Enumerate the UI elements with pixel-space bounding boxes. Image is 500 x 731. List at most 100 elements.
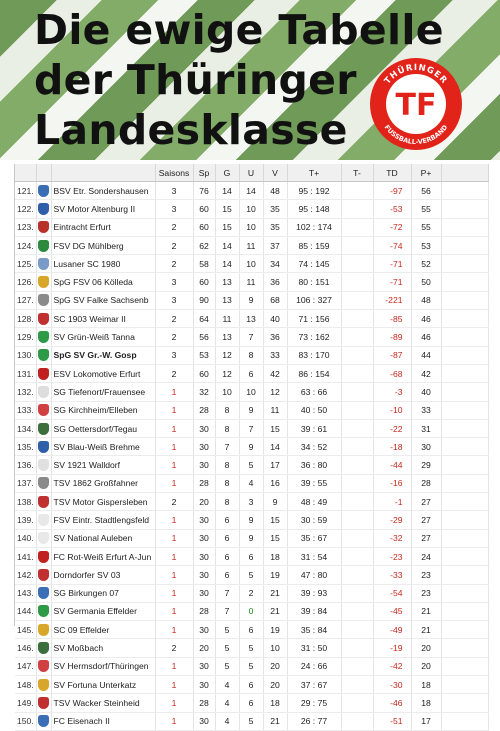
goals-cell: 73 : 162 xyxy=(287,327,342,347)
table-row[interactable]: 122. SV Motor Altenburg II 3 60 15 10 35 95 : 1… xyxy=(15,199,489,219)
rank-cell: 150. xyxy=(15,712,37,731)
table-row[interactable]: 139. FSV Eintr. Stadtlengsfeld 1 30 6 9 15 30 :… xyxy=(15,510,489,530)
losses-cell: 16 xyxy=(263,474,288,494)
rank-cell: 129. xyxy=(15,327,37,347)
table-row[interactable]: 127. SpG SV Falke Sachsenb 3 90 13 9 68 106 : 3… xyxy=(15,291,489,311)
team-name: SV Motor Altenburg II xyxy=(51,199,156,219)
table-row[interactable]: 132. SG Tiefenort/Frauensee 1 32 10 10 12 63 : … xyxy=(15,382,489,402)
draws-cell: 6 xyxy=(239,547,264,567)
row-filler xyxy=(441,272,489,292)
team-crest-icon xyxy=(36,620,52,640)
team-name: TSV 1862 Großfahner xyxy=(51,474,156,494)
crest-icon xyxy=(38,715,49,728)
col-header-rank xyxy=(15,164,37,182)
games-cell: 30 xyxy=(193,657,216,677)
table-row[interactable]: 149. TSV Wacker Steinheid 1 28 4 6 18 29 : 75 -4… xyxy=(15,693,489,713)
rank-cell: 126. xyxy=(15,272,37,292)
goals-cell: 39 : 61 xyxy=(287,419,342,439)
table-row[interactable]: 131. ESV Lokomotive Erfurt 2 60 12 6 42 86 : 15… xyxy=(15,364,489,384)
points-cell: 50 xyxy=(411,272,442,292)
crest-icon xyxy=(38,568,49,581)
col-header-sp[interactable]: Sp xyxy=(193,164,216,182)
team-crest-icon xyxy=(36,364,52,384)
saisons-cell: 1 xyxy=(155,657,194,677)
games-cell: 60 xyxy=(193,364,216,384)
team-crest-icon xyxy=(36,712,52,731)
team-name: Lusaner SC 1980 xyxy=(51,254,156,274)
losses-cell: 20 xyxy=(263,675,288,695)
row-filler xyxy=(441,401,489,420)
saisons-cell: 1 xyxy=(155,382,194,402)
table-row[interactable]: 144. SV Germania Effelder 1 28 7 0 21 39 : 84 -4… xyxy=(15,602,489,622)
table-row[interactable]: 135. SV Blau-Weiß Brehme 1 30 7 9 14 34 : 52 -18… xyxy=(15,437,489,457)
team-crest-icon xyxy=(36,401,52,420)
table-row[interactable]: 130. SpG SV Gr.-W. Gosp 3 53 12 8 33 83 : 170 -8… xyxy=(15,346,489,365)
table-row[interactable]: 142. Dorndorfer SV 03 1 30 6 5 19 47 : 80 -33 23 xyxy=(15,565,489,585)
team-name: SV 1921 Walldorf xyxy=(51,455,156,475)
table-row[interactable]: 137. TSV 1862 Großfahner 1 28 8 4 16 39 : 55 -16… xyxy=(15,474,489,494)
team-name: SC 09 Effelder xyxy=(51,620,156,640)
wins-cell: 13 xyxy=(215,272,240,292)
losses-cell: 14 xyxy=(263,437,288,457)
col-header-tminus[interactable]: T- xyxy=(341,164,374,182)
draws-cell: 8 xyxy=(239,346,264,365)
team-name: SpG SV Gr.-W. Gosp xyxy=(51,346,156,365)
wins-cell: 6 xyxy=(215,565,240,585)
col-header-p[interactable]: P+ xyxy=(411,164,442,182)
table-row[interactable]: 133. SG Kirchheim/Elleben 1 28 8 9 11 40 : 50 -1… xyxy=(15,401,489,420)
losses-cell: 18 xyxy=(263,547,288,567)
draws-cell: 0 xyxy=(239,602,264,622)
games-cell: 30 xyxy=(193,419,216,439)
goals-spacer xyxy=(341,346,374,365)
wins-cell: 12 xyxy=(215,346,240,365)
table-row[interactable]: 125. Lusaner SC 1980 2 58 14 10 34 74 : 145 -71 5… xyxy=(15,254,489,274)
col-header-u[interactable]: U xyxy=(239,164,264,182)
table-row[interactable]: 150. FC Eisenach II 1 30 4 5 21 26 : 77 -51 17 xyxy=(15,712,489,731)
table-row[interactable]: 126. SpG FSV 06 Kölleda 3 60 13 11 36 80 : 151 -… xyxy=(15,272,489,292)
points-cell: 46 xyxy=(411,327,442,347)
row-filler xyxy=(441,236,489,256)
table-row[interactable]: 138. TSV Motor Gispersleben 2 20 8 3 9 48 : 49 -… xyxy=(15,492,489,512)
table-row[interactable]: 141. FC Rot-Weiß Erfurt A-Jun 1 30 6 6 18 31 : … xyxy=(15,547,489,567)
goal-diff-cell: -19 xyxy=(373,638,412,658)
table-row[interactable]: 140. SV National Auleben 1 30 6 9 15 35 : 67 -32… xyxy=(15,529,489,548)
losses-cell: 35 xyxy=(263,199,288,219)
wins-cell: 14 xyxy=(215,181,240,201)
goals-cell: 29 : 75 xyxy=(287,693,342,713)
table-row[interactable]: 148. SV Fortuna Unterkatz 1 30 4 6 20 37 : 67 -3… xyxy=(15,675,489,695)
row-filler xyxy=(441,693,489,713)
table-row[interactable]: 124. FSV DG Mühlberg 2 62 14 11 37 85 : 159 -74 5… xyxy=(15,236,489,256)
table-row[interactable]: 129. SV Grün-Weiß Tanna 2 56 13 7 36 73 : 162 -8… xyxy=(15,327,489,347)
col-header-td[interactable]: TD xyxy=(373,164,412,182)
table-row[interactable]: 146. SV Moßbach 2 20 5 5 10 31 : 50 -19 20 xyxy=(15,638,489,658)
col-header-tplus[interactable]: T+ xyxy=(287,164,342,182)
table-row[interactable]: 121. BSV Etr. Sondershausen 3 76 14 14 48 95 : … xyxy=(15,181,489,201)
crest-icon xyxy=(38,532,49,545)
team-crest-icon xyxy=(36,199,52,219)
table-row[interactable]: 123. Eintracht Erfurt 2 60 15 10 35 102 : 174 -7… xyxy=(15,218,489,237)
goal-diff-cell: -97 xyxy=(373,181,412,201)
title-line-3: Landesklasse xyxy=(34,106,348,154)
goal-diff-cell: -53 xyxy=(373,199,412,219)
table-row[interactable]: 134. SG Oettersdorf/Tegau 1 30 8 7 15 39 : 61 -2… xyxy=(15,419,489,439)
table-row[interactable]: 136. SV 1921 Walldorf 1 30 8 5 17 36 : 80 -44 29 xyxy=(15,455,489,475)
col-header-v[interactable]: V xyxy=(263,164,288,182)
team-crest-icon xyxy=(36,675,52,695)
games-cell: 28 xyxy=(193,693,216,713)
table-row[interactable]: 143. SG Birkungen 07 1 30 7 2 21 39 : 93 -54 23 xyxy=(15,584,489,603)
wins-cell: 7 xyxy=(215,437,240,457)
losses-cell: 21 xyxy=(263,602,288,622)
crest-icon xyxy=(38,385,49,398)
col-header-g[interactable]: G xyxy=(215,164,240,182)
losses-cell: 48 xyxy=(263,181,288,201)
goals-cell: 39 : 93 xyxy=(287,584,342,603)
crest-icon xyxy=(38,587,49,600)
games-cell: 30 xyxy=(193,510,216,530)
col-header-saisons[interactable]: Saisons xyxy=(155,164,194,182)
row-filler xyxy=(441,712,489,731)
saisons-cell: 2 xyxy=(155,218,194,237)
table-row[interactable]: 147. SV Hermsdorf/Thüringen 1 30 5 5 20 24 : 66… xyxy=(15,657,489,677)
games-cell: 60 xyxy=(193,272,216,292)
table-row[interactable]: 128. SC 1903 Weimar II 2 64 11 13 40 71 : 156 -8… xyxy=(15,309,489,329)
table-row[interactable]: 145. SC 09 Effelder 1 30 5 6 19 35 : 84 -49 21 xyxy=(15,620,489,640)
